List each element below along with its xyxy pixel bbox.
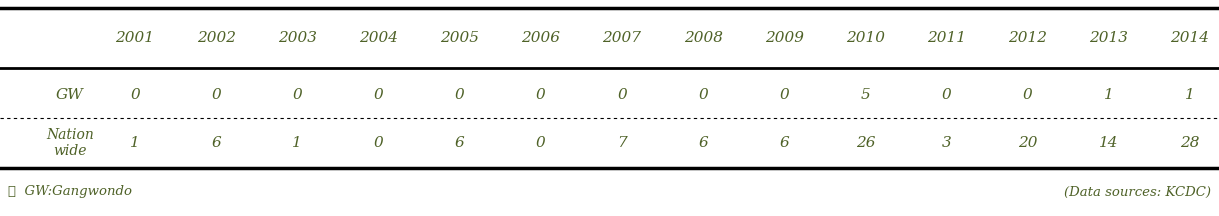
Text: 0: 0: [373, 88, 383, 102]
Text: 0: 0: [130, 88, 140, 102]
Text: 6: 6: [211, 136, 221, 150]
Text: Nation
wide: Nation wide: [46, 128, 94, 158]
Text: 2012: 2012: [1008, 31, 1047, 45]
Text: 0: 0: [536, 136, 546, 150]
Text: 2010: 2010: [846, 31, 885, 45]
Text: 1: 1: [1185, 88, 1195, 102]
Text: 2003: 2003: [278, 31, 317, 45]
Text: 2011: 2011: [926, 31, 965, 45]
Text: 2014: 2014: [1170, 31, 1209, 45]
Text: 2007: 2007: [602, 31, 641, 45]
Text: 26: 26: [856, 136, 875, 150]
Text: 6: 6: [698, 136, 708, 150]
Text: 6: 6: [455, 136, 464, 150]
Text: 2005: 2005: [440, 31, 479, 45]
Text: 28: 28: [1180, 136, 1199, 150]
Text: (Data sources: KCDC): (Data sources: KCDC): [1064, 186, 1210, 199]
Text: 0: 0: [293, 88, 302, 102]
Text: GW: GW: [56, 88, 84, 102]
Text: 0: 0: [211, 88, 221, 102]
Text: 0: 0: [779, 88, 789, 102]
Text: 20: 20: [1018, 136, 1037, 150]
Text: 2006: 2006: [522, 31, 561, 45]
Text: 1: 1: [1104, 88, 1114, 102]
Text: 2002: 2002: [196, 31, 235, 45]
Text: 1: 1: [293, 136, 302, 150]
Text: 0: 0: [617, 88, 627, 102]
Text: 2013: 2013: [1090, 31, 1129, 45]
Text: 5: 5: [861, 88, 870, 102]
Text: 0: 0: [536, 88, 546, 102]
Text: 0: 0: [373, 136, 383, 150]
Text: 0: 0: [1023, 88, 1032, 102]
Text: 14: 14: [1100, 136, 1119, 150]
Text: 7: 7: [617, 136, 627, 150]
Text: 3: 3: [941, 136, 951, 150]
Text: 2004: 2004: [358, 31, 397, 45]
Text: 0: 0: [455, 88, 464, 102]
Text: 2008: 2008: [684, 31, 723, 45]
Text: 0: 0: [698, 88, 708, 102]
Text: 2009: 2009: [764, 31, 803, 45]
Text: ※  GW:Gangwondo: ※ GW:Gangwondo: [9, 186, 132, 199]
Text: 1: 1: [130, 136, 140, 150]
Text: 0: 0: [941, 88, 951, 102]
Text: 6: 6: [779, 136, 789, 150]
Text: 2001: 2001: [116, 31, 155, 45]
